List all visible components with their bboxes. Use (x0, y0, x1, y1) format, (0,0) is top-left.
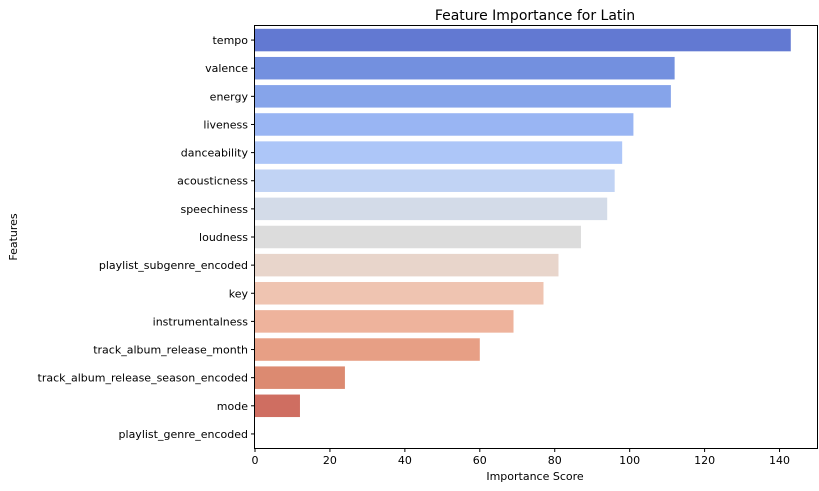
bar-loudness (255, 225, 581, 249)
bar-danceability (255, 141, 623, 164)
x-tick-label: 120 (694, 454, 715, 467)
x-tick-label: 140 (769, 454, 790, 467)
x-tick-label: 40 (398, 454, 412, 467)
bar-track-album-release-month (255, 338, 480, 361)
y-tick-label: acousticness (177, 175, 248, 188)
x-tick-label: 80 (548, 454, 562, 467)
x-axis-label: Importance Score (486, 470, 584, 483)
bar-mode (255, 394, 300, 418)
y-tick-label: track_album_release_season_encoded (38, 372, 249, 385)
y-tick-labels: tempo valence energy liveness danceability ac… (38, 34, 255, 441)
bar-key (255, 282, 544, 305)
y-tick-label: speechiness (180, 203, 248, 216)
y-tick-label: key (229, 287, 249, 300)
bars-group (255, 28, 791, 418)
x-tick-label: 100 (619, 454, 640, 467)
y-tick-label: playlist_subgenre_encoded (99, 259, 248, 272)
x-tick-label: 60 (473, 454, 487, 467)
chart-title: Feature Importance for Latin (435, 8, 635, 24)
y-tick-label: valence (205, 62, 248, 75)
y-tick-label: energy (210, 90, 249, 103)
x-tick-label: 20 (323, 454, 337, 467)
bar-liveness (255, 113, 634, 136)
bar-playlist-subgenre-encoded (255, 253, 559, 277)
y-tick-label: instrumentalness (153, 315, 249, 328)
y-tick-label: liveness (203, 118, 248, 131)
bar-acousticness (255, 169, 615, 192)
bar-instrumentalness (255, 310, 514, 333)
bar-valence (255, 56, 675, 80)
x-tick-label: 0 (252, 454, 259, 467)
y-tick-label: danceability (181, 147, 249, 160)
plot-frame (254, 25, 818, 449)
bar-speechiness (255, 197, 608, 221)
y-tick-label: tempo (212, 34, 248, 47)
x-ticks: 0 20 40 60 80 100 120 140 (252, 448, 790, 467)
y-tick-label: track_album_release_month (93, 344, 248, 357)
bar-track-album-release-season-encoded (255, 366, 345, 389)
bar-energy (255, 85, 671, 108)
y-tick-label: mode (217, 400, 248, 413)
y-tick-label: loudness (199, 231, 248, 244)
y-tick-label: playlist_genre_encoded (119, 428, 248, 441)
y-axis-label: Features (7, 213, 20, 261)
bar-tempo (255, 28, 791, 52)
